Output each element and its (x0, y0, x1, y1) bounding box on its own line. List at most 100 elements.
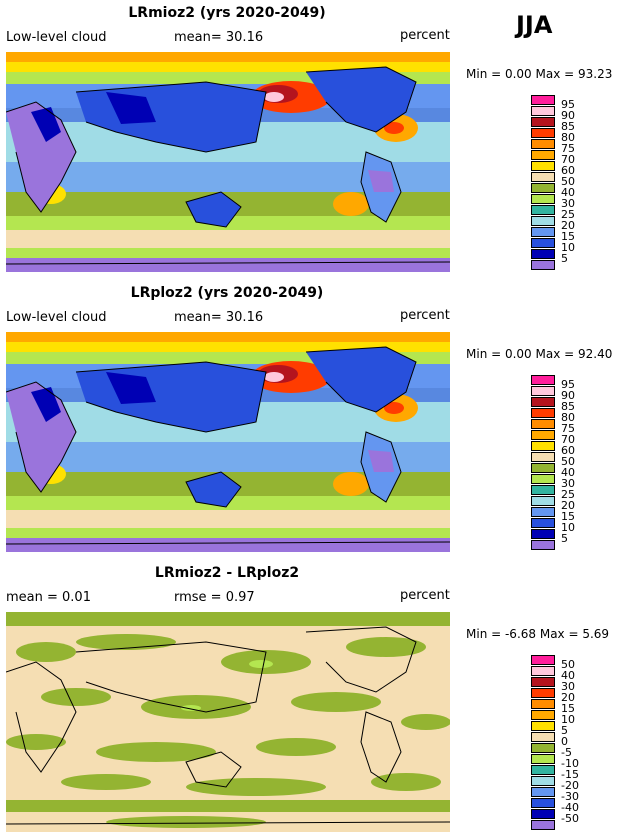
legend-label: 25 (561, 488, 575, 501)
legend-swatch (531, 139, 555, 149)
legend-swatch (531, 677, 555, 687)
legend-swatch (531, 260, 555, 270)
legend-swatch (531, 216, 555, 226)
legend-label: 10 (561, 521, 575, 534)
legend-label: 15 (561, 510, 575, 523)
legend-swatch (531, 721, 555, 731)
legend-swatch (531, 710, 555, 720)
legend-swatch (531, 540, 555, 550)
legend-label: 15 (561, 230, 575, 243)
cloud-map (6, 52, 450, 272)
legend-label: -10 (561, 757, 579, 770)
legend-label: 90 (561, 109, 575, 122)
legend-label: 75 (561, 422, 575, 435)
legend-label: -40 (561, 801, 579, 814)
legend-label: 20 (561, 499, 575, 512)
legend-label: 30 (561, 477, 575, 490)
legend-label: 10 (561, 713, 575, 726)
legend-label: 30 (561, 197, 575, 210)
legend-swatch (531, 227, 555, 237)
legend-label: 50 (561, 455, 575, 468)
legend-swatch (531, 809, 555, 819)
legend-swatch (531, 106, 555, 116)
units-label: percent (400, 588, 450, 603)
legend-swatch (531, 95, 555, 105)
mean-label: mean = 0.01 (6, 590, 91, 605)
legend-swatch (531, 474, 555, 484)
legend-swatch (531, 798, 555, 808)
legend-swatch (531, 408, 555, 418)
min-max-label: Min = 0.00 Max = 93.23 (466, 67, 613, 81)
legend-label: 40 (561, 466, 575, 479)
legend-swatch (531, 485, 555, 495)
legend-swatch (531, 765, 555, 775)
legend-swatch (531, 452, 555, 462)
legend-swatch (531, 183, 555, 193)
legend-swatch (531, 430, 555, 440)
mean-label: mean= 30.16 (174, 30, 264, 45)
legend-swatch (531, 507, 555, 517)
legend-swatch (531, 463, 555, 473)
legend-label: 10 (561, 241, 575, 254)
legend-label: 15 (561, 702, 575, 715)
legend-label: 95 (561, 98, 575, 111)
units-label: percent (400, 28, 450, 43)
legend-label: -15 (561, 768, 579, 781)
legend-label: 20 (561, 691, 575, 704)
legend-swatch (531, 496, 555, 506)
legend-label: 95 (561, 378, 575, 391)
legend-swatch (531, 172, 555, 182)
legend-label: 20 (561, 219, 575, 232)
legend-swatch (531, 397, 555, 407)
legend-label: 0 (561, 735, 568, 748)
legend-swatch (531, 518, 555, 528)
legend-label: 60 (561, 164, 575, 177)
legend-label: 70 (561, 153, 575, 166)
legend-label: -5 (561, 746, 572, 759)
legend-swatch (531, 688, 555, 698)
legend-swatch (531, 529, 555, 539)
legend-label: 75 (561, 142, 575, 155)
variable-label: Low-level cloud (6, 310, 107, 325)
legend-label: -20 (561, 779, 579, 792)
legend-label: 90 (561, 389, 575, 402)
variable-label: Low-level cloud (6, 30, 107, 45)
panel-title: LRmioz2 (yrs 2020-2049) (128, 5, 326, 21)
legend-swatch (531, 787, 555, 797)
panel-title: LRploz2 (yrs 2020-2049) (130, 285, 324, 301)
legend-swatch (531, 161, 555, 171)
season-label: JJA (516, 11, 553, 39)
legend-swatch (531, 150, 555, 160)
legend-swatch (531, 205, 555, 215)
legend-swatch (531, 666, 555, 676)
legend-swatch (531, 194, 555, 204)
legend-swatch (531, 386, 555, 396)
legend-label: 85 (561, 400, 575, 413)
legend-swatch (531, 743, 555, 753)
legend-label: 50 (561, 658, 575, 671)
legend-swatch (531, 238, 555, 248)
legend-label: -50 (561, 812, 579, 825)
legend-label: 40 (561, 669, 575, 682)
min-max-label: Min = -6.68 Max = 5.69 (466, 627, 610, 641)
legend-label: 5 (561, 724, 568, 737)
legend-label: 60 (561, 444, 575, 457)
units-label: percent (400, 308, 450, 323)
difference-map (6, 612, 450, 832)
legend-label: 40 (561, 186, 575, 199)
legend-label: 80 (561, 131, 575, 144)
legend-swatch (531, 419, 555, 429)
legend-swatch (531, 776, 555, 786)
legend-swatch (531, 128, 555, 138)
legend-swatch (531, 441, 555, 451)
legend-label: 25 (561, 208, 575, 221)
legend-label: 30 (561, 680, 575, 693)
panel-title: LRmioz2 - LRploz2 (154, 565, 300, 581)
legend-swatch (531, 375, 555, 385)
legend-swatch (531, 732, 555, 742)
rmse-label: rmse = 0.97 (174, 590, 255, 605)
legend-swatch (531, 699, 555, 709)
cloud-map (6, 332, 450, 552)
legend-label: 85 (561, 120, 575, 133)
legend-label: -30 (561, 790, 579, 803)
